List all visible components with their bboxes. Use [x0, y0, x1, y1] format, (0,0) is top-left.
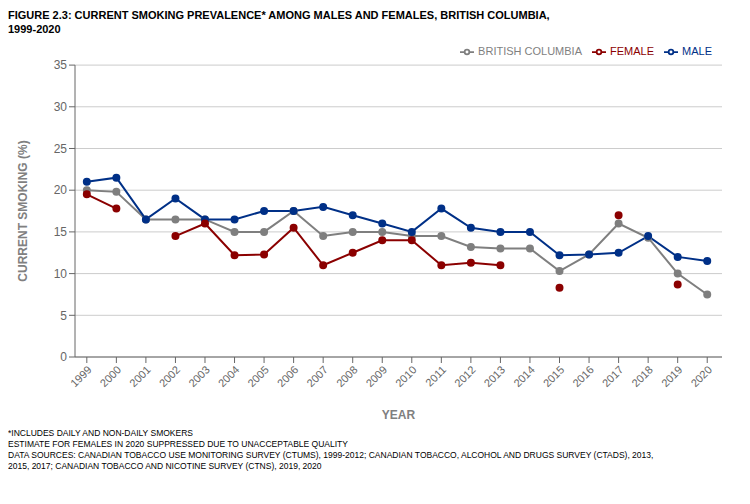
html-text:FIGURE 2.3: CURRENT SMOKING PR: FIGURE 2.3: CURRENT SMOKING PREVALENCE* … [8, 9, 550, 21]
svg-text:2017: 2017 [600, 363, 626, 389]
svg-text:30: 30 [54, 100, 68, 114]
svg-text:2013: 2013 [482, 363, 508, 389]
svg-text:5: 5 [60, 309, 67, 323]
svg-text:2002: 2002 [157, 363, 183, 389]
html-text:1999-2020: 1999-2020 [8, 23, 61, 35]
html-text:DATA SOURCES: CANADIAN TOBACCO: DATA SOURCES: CANADIAN TOBACCO USE MONIT… [8, 450, 654, 460]
html-text:FEMALE: FEMALE [610, 45, 654, 57]
svg-text:2005: 2005 [245, 363, 271, 389]
svg-text:0: 0 [60, 350, 67, 364]
svg-text:2007: 2007 [304, 363, 330, 389]
svg-text:35: 35 [54, 58, 68, 72]
svg-text:YEAR: YEAR [382, 408, 416, 422]
html-text:2015, 2017; CANADIAN TOBACCO A: 2015, 2017; CANADIAN TOBACCO AND NICOTIN… [8, 461, 322, 471]
html-text:BRITISH COLUMBIA: BRITISH COLUMBIA [478, 45, 582, 57]
svg-text:2019: 2019 [659, 363, 685, 389]
svg-text:2014: 2014 [511, 363, 537, 389]
svg-text:2011: 2011 [423, 363, 448, 388]
svg-text:2018: 2018 [629, 363, 655, 389]
svg-text:2020: 2020 [688, 363, 714, 389]
html-text:MALE: MALE [682, 45, 712, 57]
svg-text:25: 25 [54, 142, 68, 156]
svg-text:2004: 2004 [216, 363, 242, 389]
svg-text:2010: 2010 [393, 363, 419, 389]
svg-text:CURRENT SMOKING (%): CURRENT SMOKING (%) [16, 140, 30, 281]
svg-text:2008: 2008 [334, 363, 360, 389]
svg-text:2009: 2009 [363, 363, 389, 389]
svg-text:1999: 1999 [68, 363, 94, 389]
svg-text:2006: 2006 [275, 363, 301, 389]
svg-text:20: 20 [54, 183, 68, 197]
svg-text:10: 10 [54, 267, 68, 281]
svg-text:2001: 2001 [127, 363, 153, 389]
svg-text:15: 15 [54, 225, 68, 239]
html-text:*INCLUDES DAILY AND NON-DAILY: *INCLUDES DAILY AND NON-DAILY SMOKERS [8, 428, 193, 438]
svg-text:2000: 2000 [97, 363, 123, 389]
svg-text:2016: 2016 [570, 363, 596, 389]
html-text:ESTIMATE FOR FEMALES IN 2020 S: ESTIMATE FOR FEMALES IN 2020 SUPPRESSED … [8, 439, 348, 449]
svg-text:2015: 2015 [541, 363, 567, 389]
svg-text:2003: 2003 [186, 363, 212, 389]
svg-text:2012: 2012 [452, 363, 478, 389]
